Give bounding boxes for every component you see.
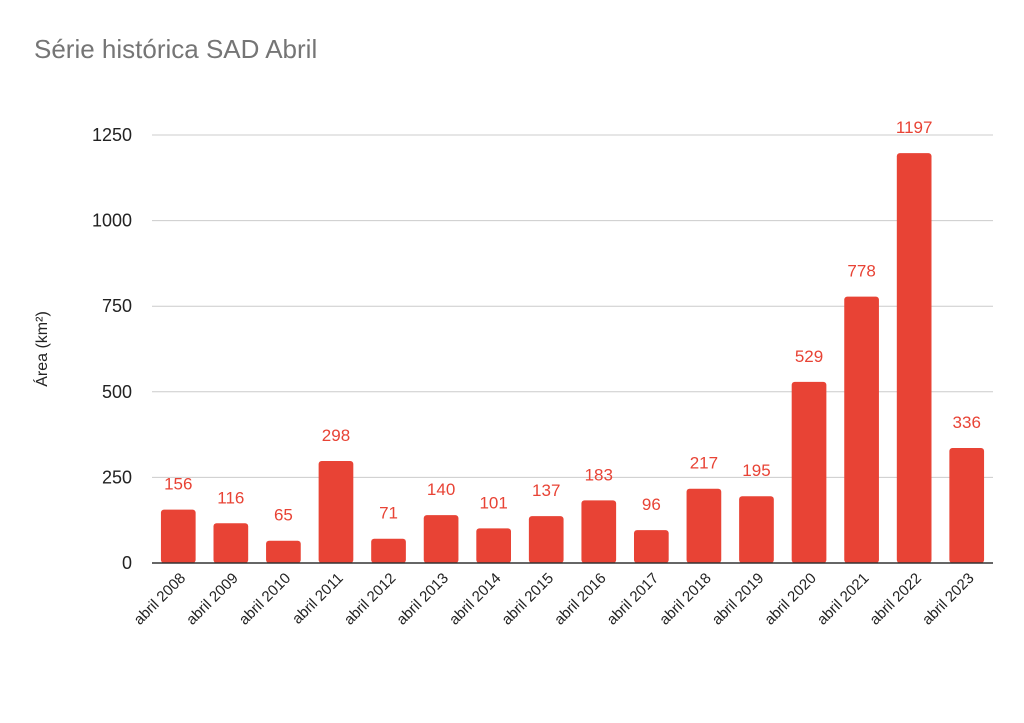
y-tick-label: 500	[102, 382, 132, 402]
x-tick-label: abril 2021	[814, 570, 873, 629]
x-tick-label: abril 2013	[393, 570, 452, 629]
data-label: 778	[847, 262, 875, 281]
y-tick-label: 1000	[92, 211, 132, 231]
bar[interactable]	[476, 528, 512, 563]
bar[interactable]	[160, 509, 196, 563]
x-tick-label: abril 2014	[446, 570, 505, 629]
y-tick-label: 250	[102, 467, 132, 487]
bar[interactable]	[844, 296, 879, 563]
data-label: 96	[642, 495, 661, 514]
bar[interactable]	[581, 500, 617, 563]
bar[interactable]	[371, 538, 406, 563]
x-tick-label: abril 2022	[866, 570, 925, 629]
bar[interactable]	[213, 523, 249, 563]
bar[interactable]	[633, 530, 669, 563]
bar[interactable]	[791, 381, 827, 563]
y-tick-label: 1250	[92, 125, 132, 145]
x-tick-label: abril 2009	[183, 570, 242, 629]
x-tick-label: abril 2023	[919, 570, 978, 629]
data-label: 336	[953, 413, 981, 432]
bar[interactable]	[739, 496, 774, 563]
x-tick-label: abril 2008	[130, 570, 189, 629]
data-label: 140	[427, 480, 455, 499]
x-tick-label: abril 2019	[709, 570, 768, 629]
data-label: 217	[690, 454, 718, 473]
x-tick-label: abril 2017	[604, 570, 663, 629]
x-tick-label: abril 2015	[498, 570, 557, 629]
data-label: 101	[479, 493, 507, 512]
x-tick-label: abril 2018	[656, 570, 715, 629]
bar[interactable]	[686, 488, 722, 563]
bar[interactable]	[896, 153, 932, 563]
data-label: 195	[742, 461, 770, 480]
x-tick-label: abril 2012	[341, 570, 400, 629]
data-label: 183	[585, 465, 613, 484]
data-label: 71	[379, 504, 398, 523]
x-tick-label: abril 2016	[551, 570, 610, 629]
y-axis-title: Área (km²)	[32, 311, 51, 387]
data-label: 137	[532, 481, 560, 500]
data-label: 65	[274, 506, 293, 525]
bar[interactable]	[423, 515, 459, 563]
bar[interactable]	[949, 447, 985, 563]
bar[interactable]	[266, 540, 301, 563]
data-label: 298	[322, 426, 350, 445]
x-tick-label: abril 2010	[236, 570, 295, 629]
x-tick-label: abril 2020	[761, 570, 820, 629]
bar[interactable]	[318, 460, 354, 563]
chart-title: Série histórica SAD Abril	[34, 34, 318, 64]
data-label: 529	[795, 347, 823, 366]
bar[interactable]	[528, 516, 564, 563]
y-tick-label: 0	[122, 553, 132, 573]
x-tick-label: abril 2011	[289, 570, 347, 628]
data-label: 1197	[896, 118, 933, 137]
y-tick-label: 750	[102, 296, 132, 316]
data-label: 116	[217, 488, 244, 507]
data-label: 156	[164, 475, 192, 494]
